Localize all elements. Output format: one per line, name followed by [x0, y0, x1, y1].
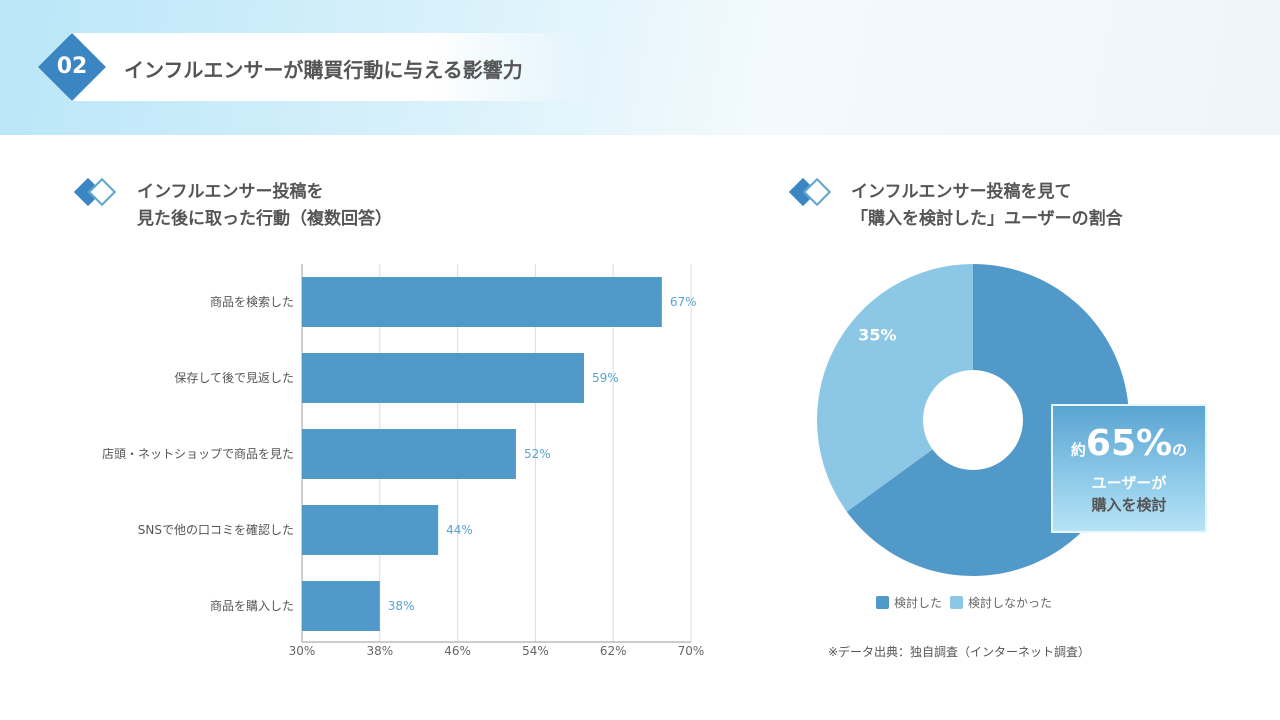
slice-label: 35% — [858, 325, 896, 344]
section-number-badge: 02 — [38, 33, 106, 101]
data-label: 67% — [670, 295, 697, 309]
legend-item: 検討した — [876, 594, 942, 611]
legend-swatch — [950, 596, 964, 609]
right-section-title: インフルエンサー投稿を見て 「購入を検討した」ユーザーの割合 — [851, 179, 1123, 233]
data-label: 44% — [446, 523, 473, 537]
data-label: 59% — [592, 371, 619, 385]
pie-slice — [817, 264, 973, 512]
bar — [302, 581, 380, 631]
callout-prefix: 約 — [1070, 441, 1086, 459]
category-label: SNSで他の口コミを確認した — [138, 522, 294, 537]
category-label: 保存して後で見返した — [174, 371, 294, 385]
legend-swatch — [876, 596, 889, 609]
title-line: インフルエンサー投稿を見て — [851, 182, 1072, 202]
donut-hole — [923, 370, 1023, 470]
x-tick-label: 54% — [522, 644, 549, 658]
category-label: 商品を購入した — [210, 598, 294, 613]
title-line: 「購入を検討した」ユーザーの割合 — [851, 209, 1123, 229]
callout-box: 約65%の ユーザーが 購入を検討 — [1051, 404, 1207, 533]
callout-line2: ユーザーが — [1091, 474, 1167, 492]
bar — [302, 353, 585, 403]
title-line: 見た後に取った行動（複数回答） — [137, 209, 392, 229]
category-label: 商品を検索した — [210, 294, 294, 309]
legend-label: 検討しなかった — [968, 596, 1053, 610]
data-label: 38% — [388, 599, 415, 613]
legend-item: 検討しなかった — [950, 594, 1052, 611]
x-tick-label: 70% — [678, 644, 705, 658]
x-tick-label: 30% — [289, 644, 316, 658]
page-title: インフルエンサーが購買行動に与える影響力 — [124, 58, 523, 82]
data-source: ※データ出典：独自調査（インターネット調査） — [828, 645, 1091, 659]
x-tick-label: 46% — [444, 644, 471, 658]
data-label: 52% — [524, 447, 551, 461]
legend-label: 検討した — [894, 596, 943, 610]
section-number: 02 — [56, 54, 88, 79]
bar — [302, 277, 662, 327]
left-section-title: インフルエンサー投稿を 見た後に取った行動（複数回答） — [137, 179, 392, 233]
callout-line3: 購入を検討 — [1091, 496, 1167, 514]
callout-value: 65% — [1085, 423, 1173, 464]
bar — [302, 505, 439, 555]
category-label: 店頭・ネットショップで商品を見た — [102, 446, 294, 461]
callout-suffix: の — [1172, 441, 1188, 459]
x-tick-label: 62% — [600, 644, 627, 658]
pie-legend: 検討した 検討しなかった — [876, 594, 1052, 611]
x-tick-label: 38% — [366, 644, 393, 658]
title-line: インフルエンサー投稿を — [137, 182, 324, 202]
header-band — [70, 33, 590, 101]
bar — [302, 429, 516, 479]
